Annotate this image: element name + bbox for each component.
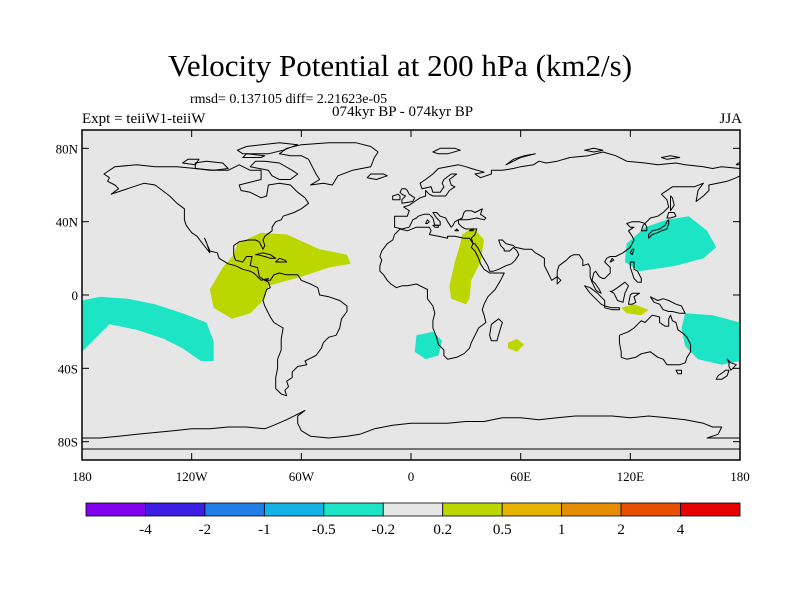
- lon-tick-label: 60E: [510, 469, 531, 484]
- coastline-svalbard: [432, 147, 461, 155]
- negative-anomaly-region-6: [414, 331, 443, 360]
- coastline-great-britain: [399, 188, 416, 204]
- coastline-iceland: [366, 173, 388, 180]
- coastline-hainan: [609, 257, 615, 263]
- negative-anomaly-region-7: [624, 216, 717, 272]
- coastline-severnaya-zemlya: [584, 147, 604, 153]
- lat-tick-label: 0: [72, 288, 79, 303]
- colorbar-swatch: [263, 502, 325, 517]
- negative-anomaly-region-8: [681, 313, 740, 365]
- coastline-sri-lanka: [556, 276, 562, 285]
- coastline-sulawesi: [628, 292, 640, 305]
- colorbar-label: -1: [258, 522, 271, 538]
- coastline-philippines: [629, 261, 642, 283]
- colorbar: -4 -2 -1 -0.5 -0.2 0.2 0.5 1 2 4: [85, 502, 741, 538]
- coastline-ellesmere-island: [236, 142, 299, 155]
- colorbar-swatch: [204, 502, 265, 517]
- colorbar-label: 0.5: [493, 522, 512, 538]
- lat-tick-label: 40N: [56, 215, 79, 230]
- colorbar-swatch: [382, 502, 444, 517]
- coastline-ireland: [392, 193, 401, 201]
- positive-anomaly-region-1: [209, 232, 351, 319]
- coastline-devon-island: [242, 153, 266, 158]
- lon-tick-label: 180: [730, 469, 750, 484]
- coastline-java: [604, 305, 620, 311]
- colorbar-swatch: [620, 502, 681, 517]
- colorbar-swatch: [323, 502, 384, 517]
- stats-subtitle: rmsd= 0.137105 diff= 2.21623e-05: [190, 92, 388, 107]
- anomaly-regions: [82, 216, 740, 365]
- coastline-japan: [648, 219, 670, 239]
- coastline-crete: [454, 228, 459, 232]
- colorbar-label: -2: [199, 522, 212, 538]
- colorbar-label: 4: [677, 522, 685, 538]
- lon-tick-label: 0: [408, 469, 415, 484]
- lat-tick-label: 80S: [58, 435, 78, 450]
- coastline-sakhalin: [670, 195, 675, 212]
- colorbar-label: -4: [139, 522, 152, 538]
- colorbar-label: -0.5: [312, 522, 336, 538]
- coastline-africa: [379, 226, 505, 360]
- coastline-new-zealand-north: [726, 358, 737, 371]
- positive-anomaly-region-2: [449, 227, 485, 305]
- lon-tick-label: 120W: [176, 469, 209, 484]
- coastline-wrangel-island: [735, 162, 740, 166]
- lon-tick-label: 60W: [289, 469, 315, 484]
- positive-anomaly-region-3: [507, 339, 525, 352]
- season-label: JJA: [719, 111, 742, 127]
- coastline-sardinia: [425, 219, 430, 224]
- coastline-novaya-zemlya: [505, 153, 536, 166]
- map-title: Velocity Potential at 200 hPa (km2/s): [167, 48, 633, 83]
- experiment-label: Expt = teiiW1-teiiW: [82, 111, 206, 127]
- axis-ticks: 180 120W 60W 0 60E 120E 180 80N 40N 0 40S 80S: [56, 130, 750, 484]
- coastline-greenland: [278, 142, 379, 186]
- coastline-antarctica: [82, 410, 740, 450]
- colorbar-swatch: [85, 502, 146, 517]
- coastline-borneo: [609, 281, 629, 303]
- coastline-cyprus: [469, 228, 474, 232]
- colorbar-label: 2: [617, 522, 625, 538]
- colorbar-label: -0.2: [371, 522, 395, 538]
- coastline-banks-island: [182, 158, 200, 166]
- colorbar-swatch: [145, 502, 206, 517]
- coastline-cuba: [255, 252, 277, 259]
- colorbar-swatch: [501, 502, 563, 517]
- colorbar-label: 0.2: [433, 522, 452, 538]
- colorbar-swatch: [442, 502, 503, 517]
- coastline-victoria-island: [194, 160, 229, 171]
- period-label: 074kyr BP - 074kyr BP: [332, 104, 474, 120]
- coastline-south-america: [262, 272, 348, 397]
- coastline-australia: [618, 314, 692, 366]
- coastline-eurasia: [394, 151, 740, 294]
- coastline-hispaniola: [275, 257, 288, 263]
- coastline-north-america: [103, 164, 310, 281]
- coastline-taiwan: [629, 248, 635, 256]
- colorbar-label: 1: [558, 522, 566, 538]
- lat-tick-label: 80N: [56, 141, 79, 156]
- coastline-new-siberian-islands: [660, 155, 681, 160]
- coastline-tasmania: [675, 369, 682, 375]
- positive-anomaly-region-4: [621, 304, 649, 316]
- lat-tick-label: 40S: [58, 361, 78, 376]
- negative-anomaly-region-5: [82, 296, 214, 361]
- coastline-new-guinea: [649, 296, 686, 314]
- colorbar-swatch: [561, 502, 622, 517]
- coastline-sicily: [432, 224, 439, 228]
- coastlines: [82, 142, 740, 450]
- coastline-baffin-island: [249, 160, 299, 180]
- coastline-hokkaido: [666, 212, 677, 219]
- colorbar-swatch: [680, 502, 741, 517]
- coastline-new-zealand-south: [715, 369, 730, 380]
- map-background: [82, 130, 740, 460]
- coastline-madagascar: [489, 318, 503, 342]
- lon-tick-label: 120E: [617, 469, 645, 484]
- lon-tick-label: 180: [72, 469, 92, 484]
